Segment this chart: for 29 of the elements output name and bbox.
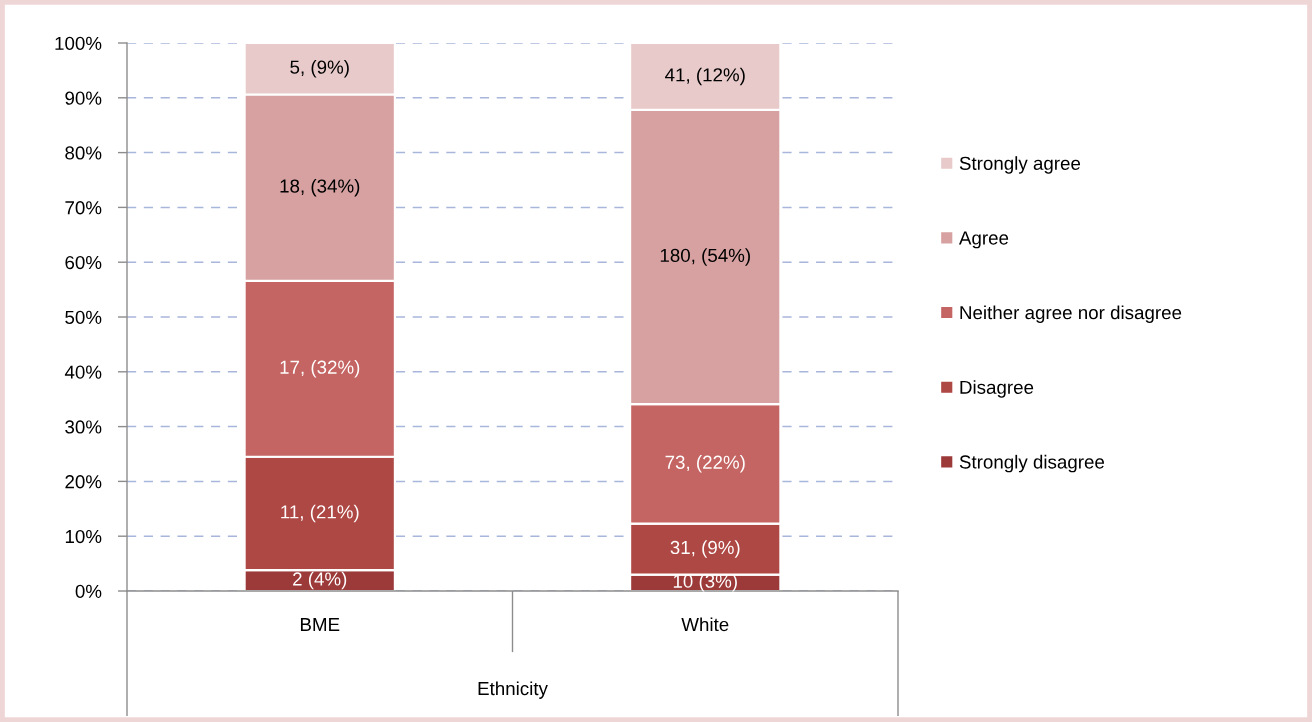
legend-label: Strongly disagree	[959, 454, 1105, 473]
data-label: 41, (12%)	[665, 67, 745, 86]
data-label: 2 (4%)	[293, 571, 347, 590]
y-tick-label: 80%	[65, 146, 102, 160]
data-label: 31, (9%)	[670, 540, 740, 558]
y-tick-label: 50%	[65, 310, 102, 324]
legend-label: Disagree	[960, 380, 1034, 398]
legend-label: Neither agree nor disagree	[960, 305, 1182, 323]
data-label: 18, (34%)	[280, 178, 360, 197]
data-label: 73, (22%)	[665, 455, 745, 473]
y-tick-label: 20%	[65, 475, 102, 489]
y-tick-label: 90%	[65, 91, 102, 105]
data-label: 10 (3%)	[673, 574, 737, 592]
data-label: 180, (54%)	[660, 248, 750, 266]
data-label: 17, (32%)	[280, 360, 360, 378]
y-tick-label: 30%	[65, 420, 102, 434]
legend-label: Agree	[958, 231, 1009, 249]
y-tick-label: 100%	[55, 36, 102, 50]
x-axis-title: Ethnicity	[478, 681, 548, 699]
x-tick-label: White	[681, 617, 729, 632]
y-tick-label: 60%	[65, 255, 102, 270]
y-tick-label: 40%	[64, 365, 102, 379]
data-label: 11, (21%)	[281, 504, 359, 523]
y-tick-label: 70%	[65, 201, 102, 215]
data-label: 5, (9%)	[290, 60, 349, 78]
y-tick-label: 0%	[75, 584, 102, 598]
legend-label: Strongly agree	[959, 156, 1081, 174]
y-tick-label: 10%	[65, 529, 102, 544]
x-tick-label: BME	[300, 618, 340, 631]
